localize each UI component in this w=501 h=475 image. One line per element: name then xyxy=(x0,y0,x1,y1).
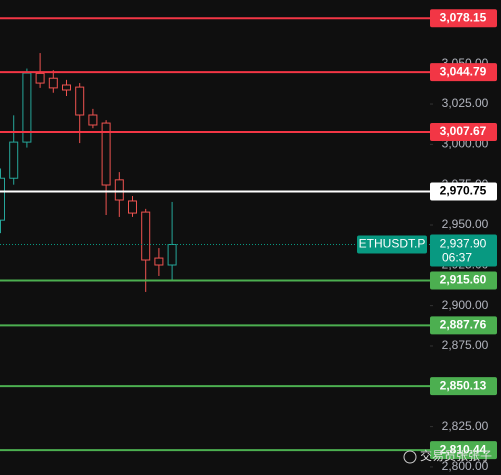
level-label: 3,078.15 xyxy=(440,10,487,24)
level-box xyxy=(430,9,497,28)
last-price-box xyxy=(430,234,497,267)
candle-body xyxy=(141,211,151,261)
level-box xyxy=(430,122,497,141)
watermark-icon xyxy=(403,450,417,464)
symbol-label: ETHUSDT.P xyxy=(359,237,426,251)
level-label: 2,850.13 xyxy=(440,378,487,392)
level-box xyxy=(430,63,497,82)
countdown: 06:37 xyxy=(442,251,472,265)
y-tick-label: 2,800.00 xyxy=(442,459,489,473)
level-box xyxy=(430,377,497,396)
level-box xyxy=(430,182,497,201)
y-tick-label: 2,825.00 xyxy=(442,419,489,433)
level-label: 2,970.75 xyxy=(440,184,487,198)
level-box xyxy=(430,316,497,335)
candle-body xyxy=(128,200,137,214)
level-label: 2,887.76 xyxy=(440,318,487,332)
last-price-label: 2,937.90 xyxy=(440,237,487,251)
candle-body xyxy=(167,244,177,266)
candle-body xyxy=(48,77,58,89)
y-tick-label: 2,875.00 xyxy=(442,338,489,352)
y-tick-label: 3,025.00 xyxy=(442,96,489,110)
candle-body xyxy=(0,177,5,221)
level-label: 2,915.60 xyxy=(440,273,487,287)
level-label: 3,007.67 xyxy=(440,124,487,138)
candle-body xyxy=(101,122,111,186)
candle-body xyxy=(154,257,164,266)
level-box xyxy=(430,271,497,290)
candle-body xyxy=(75,86,85,116)
y-tick-label: 2,950.00 xyxy=(442,217,489,231)
candle-body xyxy=(35,72,45,84)
level-box xyxy=(430,441,497,460)
level-label: 2,810.44 xyxy=(440,442,487,456)
watermark: 交易员张张子 xyxy=(420,448,492,463)
candle-body xyxy=(88,114,98,126)
level-label: 3,044.79 xyxy=(440,64,487,78)
y-tick-label: 2,900.00 xyxy=(442,298,489,312)
candle-body xyxy=(114,179,124,201)
symbol-box xyxy=(357,235,427,254)
candle-body xyxy=(9,141,19,179)
candle-body xyxy=(62,84,71,91)
